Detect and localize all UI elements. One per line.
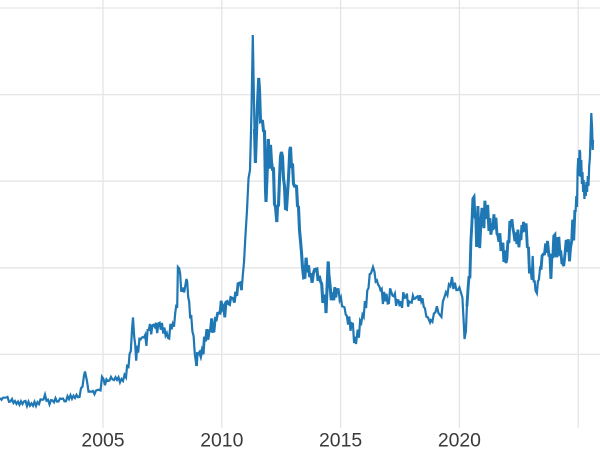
svg-text:2005: 2005 (81, 430, 124, 450)
svg-text:2020: 2020 (438, 430, 481, 450)
svg-text:2010: 2010 (200, 430, 243, 450)
svg-text:2015: 2015 (319, 430, 362, 450)
